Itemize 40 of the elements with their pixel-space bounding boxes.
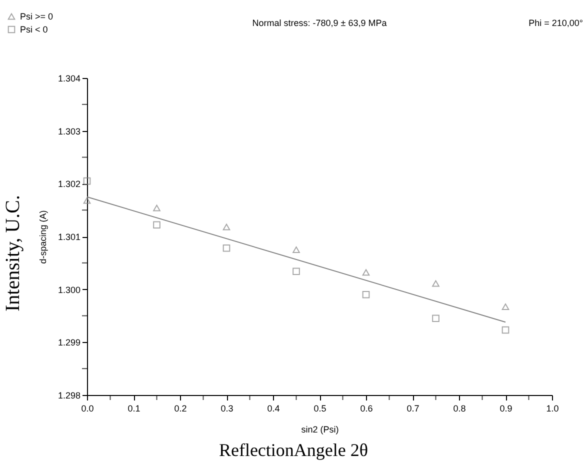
x-tick-label: 0.5 xyxy=(314,404,326,414)
text: Intensity, U.C. xyxy=(2,195,25,312)
point xyxy=(83,197,91,204)
point xyxy=(222,224,230,230)
x-tick-label: 0.4 xyxy=(267,404,280,414)
y-tick-label: 1.304 xyxy=(58,74,80,84)
x-tick-label: 0.9 xyxy=(500,404,512,414)
x-tick-label: 0.8 xyxy=(453,404,466,414)
y-tick-label: 1.302 xyxy=(58,179,80,190)
x-tick-label: 0.6 xyxy=(360,404,373,414)
point xyxy=(292,246,300,253)
point xyxy=(502,304,510,310)
point xyxy=(432,280,440,287)
x-axis-title: sin2 (Psi) xyxy=(301,424,339,434)
y-tick-label: 1.301 xyxy=(58,232,80,242)
point xyxy=(362,269,370,276)
x-tick-label: 0.7 xyxy=(406,404,420,414)
point xyxy=(153,221,160,229)
x-tick-label: 0.3 xyxy=(220,404,234,414)
y-tick-label: 1.299 xyxy=(58,338,80,348)
point xyxy=(153,204,160,212)
legend-label: Psi < 0 xyxy=(20,24,48,34)
point xyxy=(222,244,230,252)
y-axis-title: d-spacing (A) xyxy=(38,210,48,264)
point xyxy=(362,290,370,298)
y-tick-label: 1.303 xyxy=(58,126,80,136)
text: Phi = 210,00° xyxy=(528,18,583,28)
x-tick-label: 1.0 xyxy=(546,404,559,414)
point xyxy=(83,177,91,185)
x-tick-label: 0.1 xyxy=(128,404,140,414)
y-tick-label: 1.298 xyxy=(58,390,80,400)
chart-title: Normal stress: -780,9 ± 63,9 MPa xyxy=(252,18,387,28)
point xyxy=(432,314,440,322)
y-tick-label: 1.300 xyxy=(58,284,80,295)
point xyxy=(292,268,300,276)
point xyxy=(502,326,510,334)
x-tick-label: 0.2 xyxy=(174,404,187,414)
x-tick-label: 0.0 xyxy=(81,404,94,414)
legend-label: Psi >= 0 xyxy=(20,12,54,22)
text: ReflectionAngele 2θ xyxy=(218,440,370,461)
